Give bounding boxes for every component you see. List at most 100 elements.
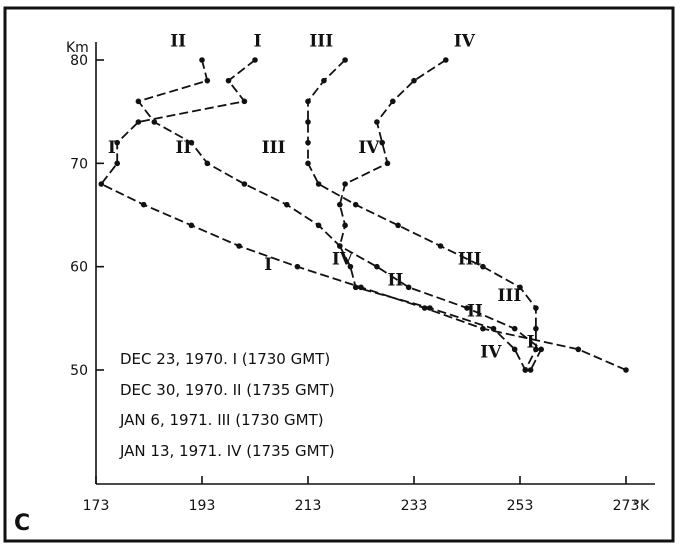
data-point-ii bbox=[527, 367, 534, 373]
curve-label-i: I bbox=[254, 32, 262, 52]
curve-label-ii: II bbox=[170, 32, 186, 52]
y-tick-label: 70 bbox=[70, 156, 88, 172]
data-point-i bbox=[114, 139, 120, 146]
legend-entry-iii: JAN 6, 1971. III (1730 GMT) bbox=[119, 411, 324, 429]
data-point-ii bbox=[204, 77, 211, 84]
data-point-iv bbox=[411, 77, 417, 84]
y-tick-label: 50 bbox=[70, 363, 88, 379]
data-point-i bbox=[623, 367, 629, 373]
data-point-iv bbox=[522, 367, 529, 373]
curve-label-iv: IV bbox=[358, 138, 380, 158]
curve-label-iii: III bbox=[497, 286, 521, 306]
data-point-iii bbox=[305, 160, 311, 167]
data-point-i bbox=[294, 263, 301, 270]
y-tick-label: 80 bbox=[70, 53, 88, 69]
legend-entry-ii: DEC 30, 1970. II (1735 GMT) bbox=[120, 381, 335, 399]
curve-label-ii: II bbox=[467, 301, 483, 321]
x-ticks: 173 193 213 233 253 273 bbox=[83, 476, 640, 514]
data-point-i bbox=[480, 325, 486, 332]
data-point-iii bbox=[342, 57, 348, 63]
data-point-ii bbox=[405, 284, 412, 291]
x-tick-label: 193 bbox=[189, 498, 216, 514]
curve-label-iv: IV bbox=[480, 343, 502, 363]
curve-label-iv: IV bbox=[454, 32, 476, 52]
curve-label-ii: II bbox=[175, 138, 191, 158]
data-point-i bbox=[575, 346, 582, 353]
data-point-iv bbox=[374, 119, 380, 125]
data-point-iii bbox=[533, 325, 539, 332]
x-tick-label: 273 bbox=[613, 498, 640, 514]
data-point-i bbox=[236, 243, 242, 249]
data-point-i bbox=[135, 119, 142, 125]
x-tick-label: 213 bbox=[295, 498, 322, 514]
data-point-ii bbox=[511, 325, 518, 332]
curve-label-iii: III bbox=[309, 32, 333, 52]
data-point-ii bbox=[199, 57, 205, 63]
frame-border bbox=[3, 6, 675, 543]
x-tick-label: 173 bbox=[83, 498, 110, 514]
data-point-iv bbox=[342, 222, 348, 229]
data-point-iv bbox=[379, 139, 386, 146]
data-point-i bbox=[225, 77, 232, 84]
data-point-iii bbox=[437, 243, 444, 249]
data-point-ii bbox=[241, 181, 248, 187]
legend: DEC 23, 1970. I (1730 GMT) DEC 30, 1970.… bbox=[119, 350, 335, 460]
data-point-iv bbox=[390, 98, 396, 105]
data-point-ii bbox=[464, 305, 470, 311]
data-point-iii bbox=[533, 346, 539, 353]
data-point-ii bbox=[135, 98, 142, 105]
data-point-i bbox=[114, 160, 120, 167]
data-point-iv bbox=[347, 263, 354, 270]
series-line-i bbox=[99, 59, 627, 371]
data-point-ii bbox=[538, 346, 544, 353]
data-point-ii bbox=[151, 119, 158, 125]
data-point-iii bbox=[321, 77, 327, 84]
y-axis-unit-label: Km bbox=[66, 40, 89, 56]
curve-label-i: I bbox=[264, 255, 272, 275]
data-point-i bbox=[241, 98, 248, 105]
series-line-iii bbox=[307, 59, 537, 371]
data-point-ii bbox=[204, 160, 211, 167]
data-point-iii bbox=[352, 201, 359, 208]
data-point-iii bbox=[533, 305, 539, 311]
data-point-ii bbox=[315, 222, 322, 229]
data-point-iv bbox=[337, 243, 343, 249]
data-point-iv bbox=[427, 305, 433, 311]
data-point-i bbox=[188, 222, 195, 229]
data-point-iii bbox=[395, 222, 401, 229]
series-line-iv bbox=[338, 59, 527, 371]
data-point-iii bbox=[305, 139, 311, 146]
data-point-iv bbox=[342, 181, 348, 187]
y-tick-label: 60 bbox=[70, 260, 88, 276]
data-point-iv bbox=[490, 325, 497, 332]
data-point-i bbox=[358, 284, 364, 291]
data-point-iii bbox=[305, 98, 311, 105]
data-point-iv bbox=[337, 201, 343, 208]
curve-label-iv: IV bbox=[332, 250, 354, 270]
data-point-ii bbox=[188, 139, 195, 146]
x-tick-label: 233 bbox=[401, 498, 428, 514]
data-point-iii bbox=[480, 263, 486, 270]
curve-label-i: I bbox=[108, 138, 116, 158]
curve-label-iii: III bbox=[458, 250, 482, 270]
legend-entry-i: DEC 23, 1970. I (1730 GMT) bbox=[120, 350, 330, 368]
x-tick-label: 253 bbox=[507, 498, 534, 514]
curve-label-i: I bbox=[527, 332, 535, 352]
data-point-iii bbox=[315, 181, 322, 187]
data-point-iii bbox=[517, 284, 523, 291]
data-point-i bbox=[140, 201, 147, 208]
data-point-i bbox=[98, 181, 105, 187]
data-point-iv bbox=[443, 57, 449, 63]
series-layer bbox=[98, 57, 629, 373]
data-point-ii bbox=[374, 263, 380, 270]
data-point-ii bbox=[284, 201, 290, 208]
y-ticks: 50 60 70 80 bbox=[70, 53, 104, 379]
data-point-iv bbox=[384, 160, 391, 167]
curve-label-ii: II bbox=[387, 270, 403, 290]
data-point-iii bbox=[305, 119, 311, 125]
legend-entry-iv: JAN 13, 1971. IV (1735 GMT) bbox=[119, 442, 335, 460]
data-point-i bbox=[252, 57, 258, 63]
data-point-iv bbox=[352, 284, 359, 291]
